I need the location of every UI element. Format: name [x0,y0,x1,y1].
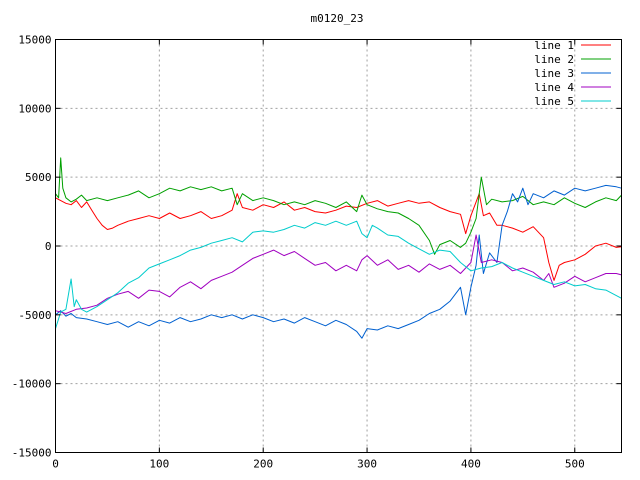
legend-label-4: line 4 [534,81,574,94]
grid-layer [55,39,622,453]
x-tick-label: 400 [461,458,481,471]
x-tick-label: 0 [52,458,59,471]
legend-label-5: line 5 [534,95,574,108]
y-tick-label: 0 [45,240,52,253]
legend-label-1: line 1 [534,39,574,52]
series-line-3 [55,184,622,339]
legend-label-3: line 3 [534,67,574,80]
legend-label-2: line 2 [534,53,574,66]
series-line-1 [55,193,622,281]
series-line-2 [55,157,622,255]
y-tick-label: 15000 [18,34,51,47]
tick-layer: 0 100 200 300 400 500 -15000 -10000 -5000 0 5000 10… [12,34,622,471]
y-tick-label: 10000 [18,102,51,115]
x-tick-label: 100 [149,458,169,471]
x-tick-label: 500 [565,458,585,471]
series-layer [55,157,622,339]
x-tick-label: 300 [357,458,377,471]
x-tick-label: 200 [253,458,273,471]
series-line-5 [55,220,622,329]
y-tick-label: 5000 [25,171,52,184]
y-tick-label: -10000 [12,378,52,391]
chart-title: m0120_23 [311,12,364,25]
y-tick-label: -15000 [12,447,52,460]
y-tick-label: -5000 [18,309,51,322]
series-line-4 [55,234,622,314]
